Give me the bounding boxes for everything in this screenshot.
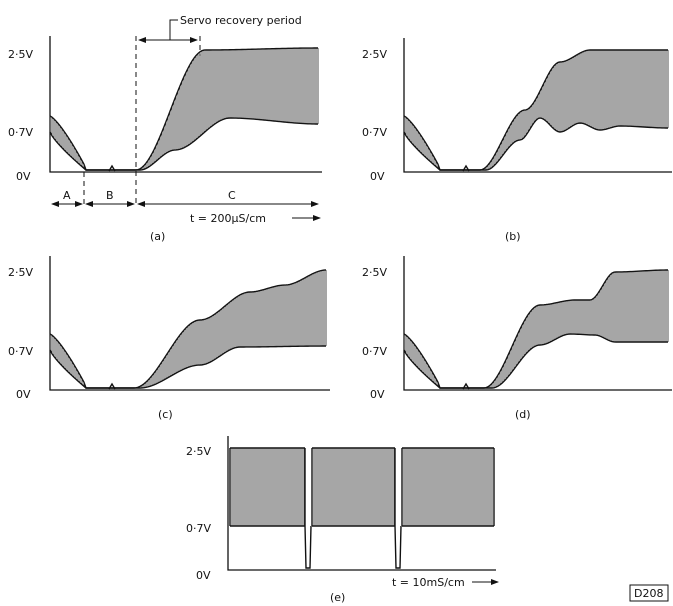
- axis: [49, 256, 330, 391]
- sync-pulse: [108, 382, 116, 390]
- signal-hatching: [403, 50, 669, 170]
- level-label-mid: 0·7V: [362, 126, 387, 139]
- caption-b: (b): [505, 230, 521, 243]
- waveform-d: [403, 256, 672, 391]
- axis: [49, 36, 322, 173]
- waveform-b: [403, 38, 672, 173]
- sync-pulse: [108, 164, 116, 172]
- waveform-c: [49, 256, 330, 391]
- level-label-zero: 0V: [370, 388, 385, 401]
- level-label-mid: 0·7V: [186, 522, 211, 535]
- waveform-e: [227, 436, 496, 571]
- segment-a-label: A: [63, 189, 71, 202]
- panel-b: 2·5V 0·7V 0V (b): [362, 38, 672, 243]
- time-scale-label: t = 200µS/cm: [190, 212, 266, 225]
- time-scale-label-e: t = 10mS/cm: [392, 576, 465, 589]
- signal-hatching: [403, 270, 669, 388]
- caption-e: (e): [330, 591, 345, 604]
- level-label-mid: 0·7V: [8, 345, 33, 358]
- signal-dropout: [304, 525, 312, 569]
- panel-a: 2·5V 0·7V 0V Servo recovery period A B C…: [8, 14, 322, 243]
- signal-hatching: [229, 448, 305, 526]
- panel-d: 2·5V 0·7V 0V (d): [362, 256, 672, 421]
- panel-c: 2·5V 0·7V 0V (c): [8, 256, 330, 421]
- level-label-high: 2·5V: [362, 48, 387, 61]
- caption-d: (d): [515, 408, 531, 421]
- level-label-zero: 0V: [16, 388, 31, 401]
- waveform-a: [49, 36, 322, 173]
- signal-dropout: [394, 525, 402, 569]
- servo-recovery-label: Servo recovery period: [180, 14, 302, 27]
- signal-hatching: [401, 448, 495, 526]
- axis: [403, 38, 672, 173]
- caption-a: (a): [150, 230, 165, 243]
- level-label-zero: 0V: [196, 569, 211, 582]
- level-label-high: 2·5V: [362, 266, 387, 279]
- panel-e: 2·5V 0·7V 0V t = 10mS/cm (e): [186, 436, 499, 604]
- level-label-high: 2·5V: [8, 266, 33, 279]
- sync-pulse: [462, 382, 470, 390]
- axis: [403, 256, 672, 391]
- sync-pulse: [462, 164, 470, 172]
- level-label-high: 2·5V: [186, 445, 211, 458]
- signal-hatching: [49, 270, 327, 388]
- caption-c: (c): [158, 408, 173, 421]
- signal-hatching: [49, 48, 319, 170]
- figure-id: D208: [634, 587, 663, 600]
- signal-hatching: [311, 448, 395, 526]
- level-label-zero: 0V: [16, 170, 31, 183]
- level-label-zero: 0V: [370, 170, 385, 183]
- figure-id-badge: D208: [629, 584, 669, 602]
- segment-c-label: C: [228, 189, 236, 202]
- segment-b-label: B: [106, 189, 114, 202]
- axis: [227, 436, 496, 571]
- level-label-mid: 0·7V: [8, 126, 33, 139]
- recovery-leader: [169, 19, 178, 40]
- level-label-high: 2·5V: [8, 48, 33, 61]
- level-label-mid: 0·7V: [362, 345, 387, 358]
